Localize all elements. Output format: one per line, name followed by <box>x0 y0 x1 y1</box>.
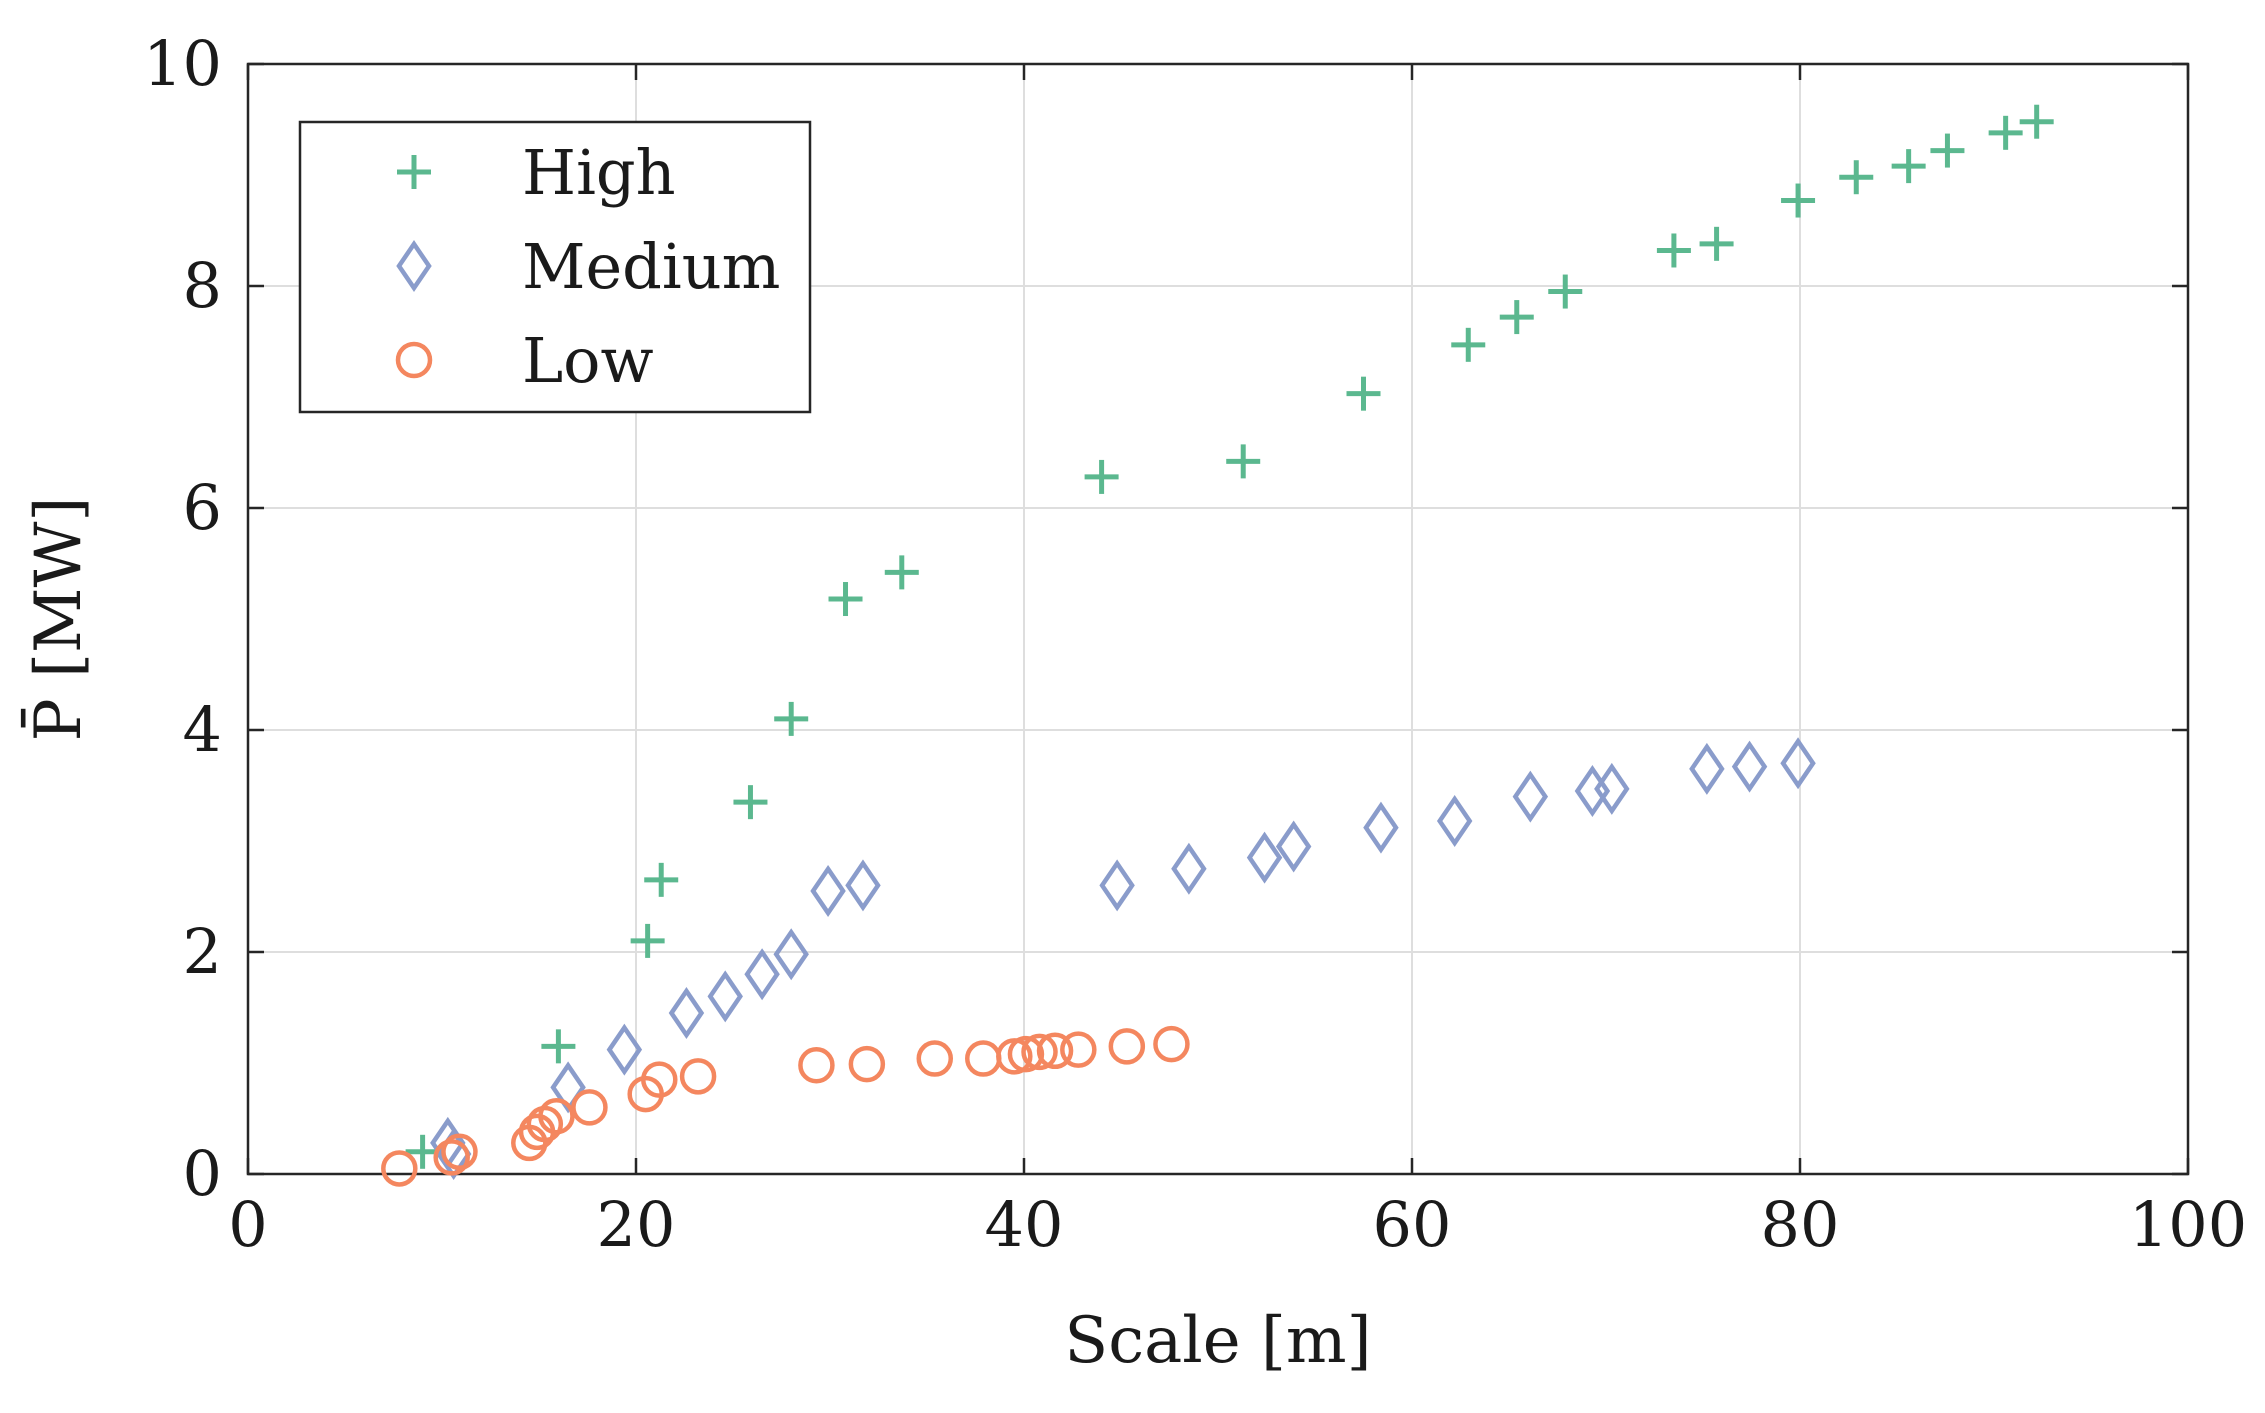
data-point-low <box>916 1040 954 1077</box>
series-high <box>405 104 2054 1169</box>
data-point-medium <box>1246 831 1283 884</box>
data-point-medium <box>606 1023 643 1076</box>
data-point-high <box>1656 233 1691 268</box>
y-tick-label: 8 <box>183 249 222 322</box>
legend-item-low: Low <box>395 324 654 397</box>
y-tick-label: 0 <box>183 1137 222 1210</box>
legend-label: Low <box>522 324 654 397</box>
data-point-medium <box>744 948 780 1001</box>
data-point-high <box>541 1029 576 1064</box>
data-point-high <box>733 785 768 820</box>
data-point-medium <box>668 987 705 1040</box>
data-point-medium <box>1731 740 1768 793</box>
legend-item-high: High <box>397 136 676 209</box>
data-point-medium <box>773 928 809 981</box>
data-point-low <box>1108 1028 1146 1065</box>
data-point-low <box>1007 1035 1045 1073</box>
x-tick-label: 60 <box>1373 1188 1452 1261</box>
data-point-low <box>679 1058 717 1095</box>
data-point-low <box>965 1040 1002 1077</box>
x-tick-label: 100 <box>2129 1188 2247 1261</box>
x-tick-label: 20 <box>597 1188 676 1261</box>
data-point-medium <box>1363 801 1399 854</box>
data-point-high <box>1548 274 1583 309</box>
data-point-medium <box>1689 742 1725 795</box>
y-tick-label: 6 <box>183 471 222 544</box>
data-point-low <box>433 1139 470 1176</box>
legend: High Medium Low <box>298 120 812 414</box>
x-axis-label: Scale [m] <box>1064 1304 1371 1378</box>
data-point-high <box>1499 300 1534 335</box>
data-point-high <box>828 582 863 617</box>
data-point-high <box>1930 133 1965 168</box>
data-point-low <box>1060 1031 1097 1068</box>
data-point-high <box>405 1134 440 1169</box>
y-tick-label: 2 <box>183 915 222 988</box>
data-point-high <box>630 923 665 958</box>
data-point-low <box>441 1133 478 1171</box>
legend-item-medium: Medium <box>396 230 780 303</box>
data-point-medium <box>707 970 743 1023</box>
data-point-medium <box>1512 770 1549 823</box>
data-point-medium <box>1275 820 1312 873</box>
data-point-low <box>641 1061 678 1098</box>
data-point-low <box>798 1046 835 1084</box>
y-tick-label: 10 <box>143 27 222 100</box>
y-tick-label: 4 <box>183 693 222 766</box>
data-point-high <box>1084 459 1119 494</box>
y-axis-label: P̄ [MW] <box>20 497 96 742</box>
data-point-high <box>2019 104 2054 139</box>
data-point-high <box>1699 226 1734 261</box>
data-point-medium <box>1171 842 1207 895</box>
data-point-high <box>1451 327 1486 362</box>
grid <box>248 64 2188 1174</box>
series-medium <box>430 737 1816 1181</box>
data-point-medium <box>810 864 846 917</box>
data-point-medium <box>550 1061 586 1114</box>
legend-marker-low <box>395 341 433 379</box>
data-point-medium <box>1594 762 1630 815</box>
data-point-low <box>381 1150 418 1187</box>
legend-marker-high <box>397 155 431 189</box>
data-point-low <box>538 1098 575 1135</box>
data-point-medium <box>1780 737 1816 790</box>
data-point-low <box>1153 1025 1190 1063</box>
x-tick-label: 40 <box>985 1188 1064 1261</box>
x-tick-label: 0 <box>228 1188 267 1261</box>
data-point-low <box>1036 1032 1074 1070</box>
series-low <box>381 1025 1190 1187</box>
axis-ticks: 0 20 40 60 80 100 0 2 4 6 8 10 <box>143 27 2247 1261</box>
data-point-low <box>571 1089 608 1126</box>
data-point-high <box>1988 115 2023 150</box>
data-point-low <box>848 1045 886 1083</box>
data-point-high <box>1226 444 1261 479</box>
x-tick-label: 80 <box>1761 1188 1840 1261</box>
legend-label: High <box>522 136 676 209</box>
data-point-high <box>774 701 809 736</box>
data-point-medium <box>1436 795 1473 848</box>
data-point-medium <box>845 859 881 912</box>
legend-box <box>298 120 812 414</box>
legend-label: Medium <box>522 230 780 303</box>
data-point-high <box>1781 183 1816 218</box>
data-point-high <box>1346 376 1381 411</box>
data-point-high <box>1839 160 1874 195</box>
data-point-medium <box>1099 859 1135 912</box>
data-point-high <box>884 555 919 590</box>
data-point-low <box>1021 1033 1058 1071</box>
data-point-high <box>1891 149 1926 184</box>
data-point-high <box>644 862 679 897</box>
data-point-medium <box>1574 765 1611 818</box>
data-markers <box>381 104 2054 1187</box>
legend-marker-medium <box>396 240 432 292</box>
plot-area <box>246 62 2190 1176</box>
